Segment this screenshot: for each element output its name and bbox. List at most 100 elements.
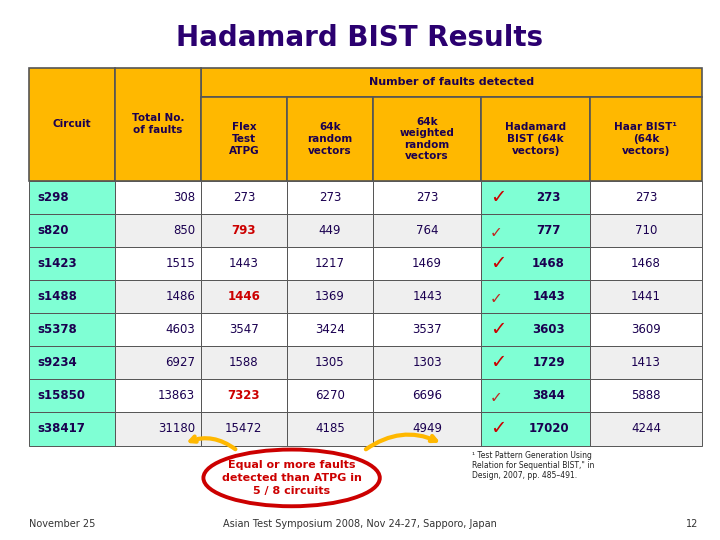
Text: 1515: 1515 — [166, 257, 195, 270]
Bar — [287, 280, 373, 313]
Bar — [114, 280, 201, 313]
Bar — [373, 346, 482, 379]
Bar — [373, 379, 482, 413]
Text: 15472: 15472 — [225, 422, 263, 435]
Bar — [201, 247, 287, 280]
Bar — [201, 280, 287, 313]
Bar — [287, 379, 373, 413]
Bar — [29, 413, 114, 446]
Bar — [114, 247, 201, 280]
Text: 1443: 1443 — [412, 290, 442, 303]
Bar — [590, 214, 702, 247]
Bar — [590, 379, 702, 413]
Text: 764: 764 — [416, 224, 438, 237]
Text: Haar BIST¹
(64k
vectors): Haar BIST¹ (64k vectors) — [614, 123, 678, 156]
Text: 273: 273 — [416, 191, 438, 204]
Text: 64k
weighted
random
vectors: 64k weighted random vectors — [400, 117, 454, 161]
Bar — [201, 68, 702, 97]
Bar — [114, 346, 201, 379]
Text: 3603: 3603 — [532, 323, 565, 336]
Text: 3537: 3537 — [413, 323, 442, 336]
Text: 4244: 4244 — [631, 422, 661, 435]
Text: Flex
Test
ATPG: Flex Test ATPG — [228, 123, 259, 156]
Bar — [201, 214, 287, 247]
Text: 5888: 5888 — [631, 389, 661, 402]
Text: Circuit: Circuit — [53, 119, 91, 129]
Text: Number of faults detected: Number of faults detected — [369, 77, 534, 87]
Bar — [201, 346, 287, 379]
Bar — [373, 247, 482, 280]
Bar — [114, 313, 201, 346]
Text: 4185: 4185 — [315, 422, 345, 435]
Bar — [373, 313, 482, 346]
Ellipse shape — [204, 449, 380, 507]
Bar — [287, 413, 373, 446]
Bar — [287, 313, 373, 346]
Text: 1413: 1413 — [631, 356, 661, 369]
Bar — [201, 181, 287, 214]
Bar — [114, 413, 201, 446]
Text: 1469: 1469 — [412, 257, 442, 270]
Text: 31180: 31180 — [158, 422, 195, 435]
Bar — [373, 181, 482, 214]
Text: ✓: ✓ — [490, 188, 506, 207]
Text: 1305: 1305 — [315, 356, 345, 369]
Text: November 25: November 25 — [29, 519, 95, 529]
Text: 273: 273 — [635, 191, 657, 204]
Bar — [287, 247, 373, 280]
Bar — [201, 379, 287, 413]
Bar — [482, 214, 590, 247]
Text: Hadamard
BIST (64k
vectors): Hadamard BIST (64k vectors) — [505, 123, 566, 156]
Bar — [590, 346, 702, 379]
Text: ✓: ✓ — [490, 225, 503, 240]
Text: 1588: 1588 — [229, 356, 258, 369]
Text: s820: s820 — [37, 224, 69, 237]
Bar — [482, 413, 590, 446]
Bar — [590, 181, 702, 214]
Text: s298: s298 — [37, 191, 69, 204]
Bar — [29, 379, 114, 413]
Text: 1729: 1729 — [532, 356, 565, 369]
Bar — [482, 97, 590, 181]
Text: s1488: s1488 — [37, 290, 77, 303]
Text: ¹ Test Pattern Generation Using
Relation for Sequential BIST," in
Design, 2007, : ¹ Test Pattern Generation Using Relation… — [472, 450, 594, 481]
Bar — [590, 280, 702, 313]
Text: 273: 273 — [536, 191, 561, 204]
Text: Equal or more faults
detected than ATPG in
5 / 8 circuits: Equal or more faults detected than ATPG … — [222, 460, 361, 496]
Bar — [590, 413, 702, 446]
Text: 1443: 1443 — [532, 290, 565, 303]
Text: ✓: ✓ — [490, 291, 503, 306]
Text: ✓: ✓ — [490, 353, 506, 372]
Bar — [29, 280, 114, 313]
Text: 12: 12 — [686, 519, 698, 529]
Text: 793: 793 — [232, 224, 256, 237]
Text: ✓: ✓ — [490, 254, 506, 273]
Bar — [590, 313, 702, 346]
Text: 449: 449 — [319, 224, 341, 237]
Text: s9234: s9234 — [37, 356, 77, 369]
Text: 4603: 4603 — [166, 323, 195, 336]
Bar — [29, 346, 114, 379]
Bar — [201, 313, 287, 346]
Bar — [29, 247, 114, 280]
Text: 1486: 1486 — [165, 290, 195, 303]
Text: 3844: 3844 — [532, 389, 565, 402]
Text: 710: 710 — [635, 224, 657, 237]
Text: 13863: 13863 — [158, 389, 195, 402]
Bar — [114, 214, 201, 247]
Bar — [482, 280, 590, 313]
Text: 1468: 1468 — [631, 257, 661, 270]
Bar — [114, 379, 201, 413]
Bar — [29, 313, 114, 346]
Text: 1441: 1441 — [631, 290, 661, 303]
Bar — [114, 181, 201, 214]
Bar — [287, 214, 373, 247]
Text: 3424: 3424 — [315, 323, 345, 336]
Text: s5378: s5378 — [37, 323, 77, 336]
Bar — [482, 181, 590, 214]
Bar — [590, 97, 702, 181]
Text: 17020: 17020 — [528, 422, 569, 435]
Text: ✓: ✓ — [490, 320, 506, 339]
Text: 1443: 1443 — [229, 257, 258, 270]
Text: Hadamard BIST Results: Hadamard BIST Results — [176, 24, 544, 52]
